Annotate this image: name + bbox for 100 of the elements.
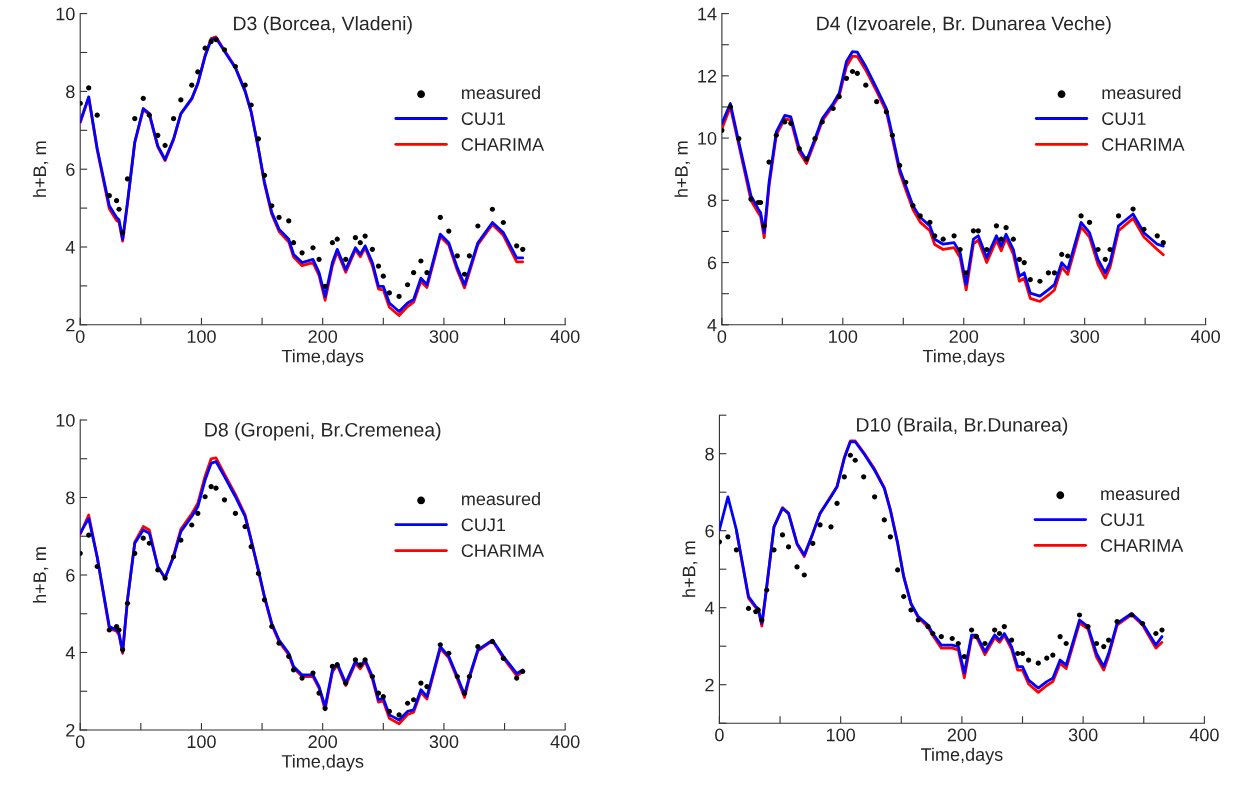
point [466, 673, 472, 680]
y-tick-label: 12 [698, 69, 717, 83]
point [362, 657, 368, 663]
point [975, 228, 981, 234]
point [178, 97, 184, 103]
point [1106, 637, 1112, 643]
point [286, 653, 292, 659]
point [155, 132, 161, 138]
point [970, 228, 977, 234]
point [955, 640, 961, 647]
point [386, 708, 392, 714]
point [208, 484, 214, 490]
point [1153, 630, 1159, 637]
point [411, 697, 417, 703]
point [489, 206, 496, 212]
x-tick-label: 100 [829, 330, 858, 343]
x-tick-label: 400 [550, 735, 580, 749]
point [725, 534, 731, 540]
point [984, 246, 990, 253]
y-tick-label: 4 [65, 241, 75, 254]
point [424, 270, 430, 276]
point [475, 644, 481, 650]
point [766, 159, 772, 165]
point [500, 219, 506, 226]
point [213, 485, 219, 491]
point [1086, 219, 1093, 226]
point [1065, 253, 1071, 259]
point [113, 623, 120, 630]
point [817, 522, 823, 528]
x-tick-label: 200 [949, 330, 979, 343]
point [993, 223, 999, 229]
point [242, 523, 248, 530]
point [917, 213, 923, 219]
point [299, 250, 305, 256]
point [1160, 240, 1166, 246]
point [396, 712, 402, 718]
x-tick-label: 400 [1190, 330, 1220, 343]
point [189, 522, 195, 528]
legend-label: CUJ1 [1102, 112, 1146, 125]
point [1021, 259, 1027, 266]
point [852, 457, 858, 463]
point [889, 132, 895, 138]
point [915, 617, 921, 623]
point [475, 223, 481, 229]
point [466, 253, 472, 259]
point [1085, 623, 1091, 630]
point [146, 112, 152, 118]
x-tick-label: 300 [429, 330, 459, 343]
point [86, 85, 92, 91]
legend-label: measured [462, 85, 540, 100]
point [803, 156, 810, 162]
point [1159, 627, 1165, 633]
point [178, 537, 184, 543]
point [329, 240, 335, 246]
x-tick-label: 100 [187, 330, 216, 343]
point [764, 587, 770, 593]
point [334, 236, 340, 242]
point [796, 146, 802, 152]
point [116, 206, 122, 212]
point [812, 136, 818, 142]
y-axis-title: h+B, m [674, 141, 690, 197]
y-tick-label: 8 [707, 194, 717, 208]
point [1025, 657, 1032, 663]
point [461, 271, 468, 277]
point [861, 474, 867, 480]
point [1076, 612, 1083, 618]
point [938, 633, 944, 640]
point [1063, 640, 1069, 647]
x-tick-label: 0 [75, 330, 85, 343]
point [903, 179, 909, 185]
y-tick-label: 10 [56, 413, 75, 427]
point [276, 640, 282, 646]
point [248, 544, 254, 550]
point [437, 642, 443, 648]
point [1078, 213, 1084, 219]
point [255, 136, 262, 142]
point [299, 675, 305, 681]
point [897, 162, 903, 169]
legend-label: CHARIMA [1100, 539, 1184, 552]
point [162, 142, 168, 149]
y-tick-label: 8 [66, 85, 75, 99]
point [343, 256, 349, 263]
point [334, 662, 340, 668]
point [454, 253, 460, 259]
point [255, 570, 262, 577]
point [736, 136, 742, 142]
chart-title: D4 (Izvoarele, Br. Dunarea Veche) [817, 16, 1111, 35]
y-tick-label: 6 [707, 256, 717, 270]
point [170, 554, 177, 560]
point [773, 132, 779, 138]
point [316, 690, 322, 696]
point [759, 617, 765, 623]
point [785, 544, 792, 550]
point [446, 228, 452, 234]
point [847, 452, 853, 458]
point [1139, 620, 1146, 627]
point [94, 112, 100, 118]
point [170, 116, 177, 122]
point [357, 662, 363, 668]
point [930, 630, 936, 637]
